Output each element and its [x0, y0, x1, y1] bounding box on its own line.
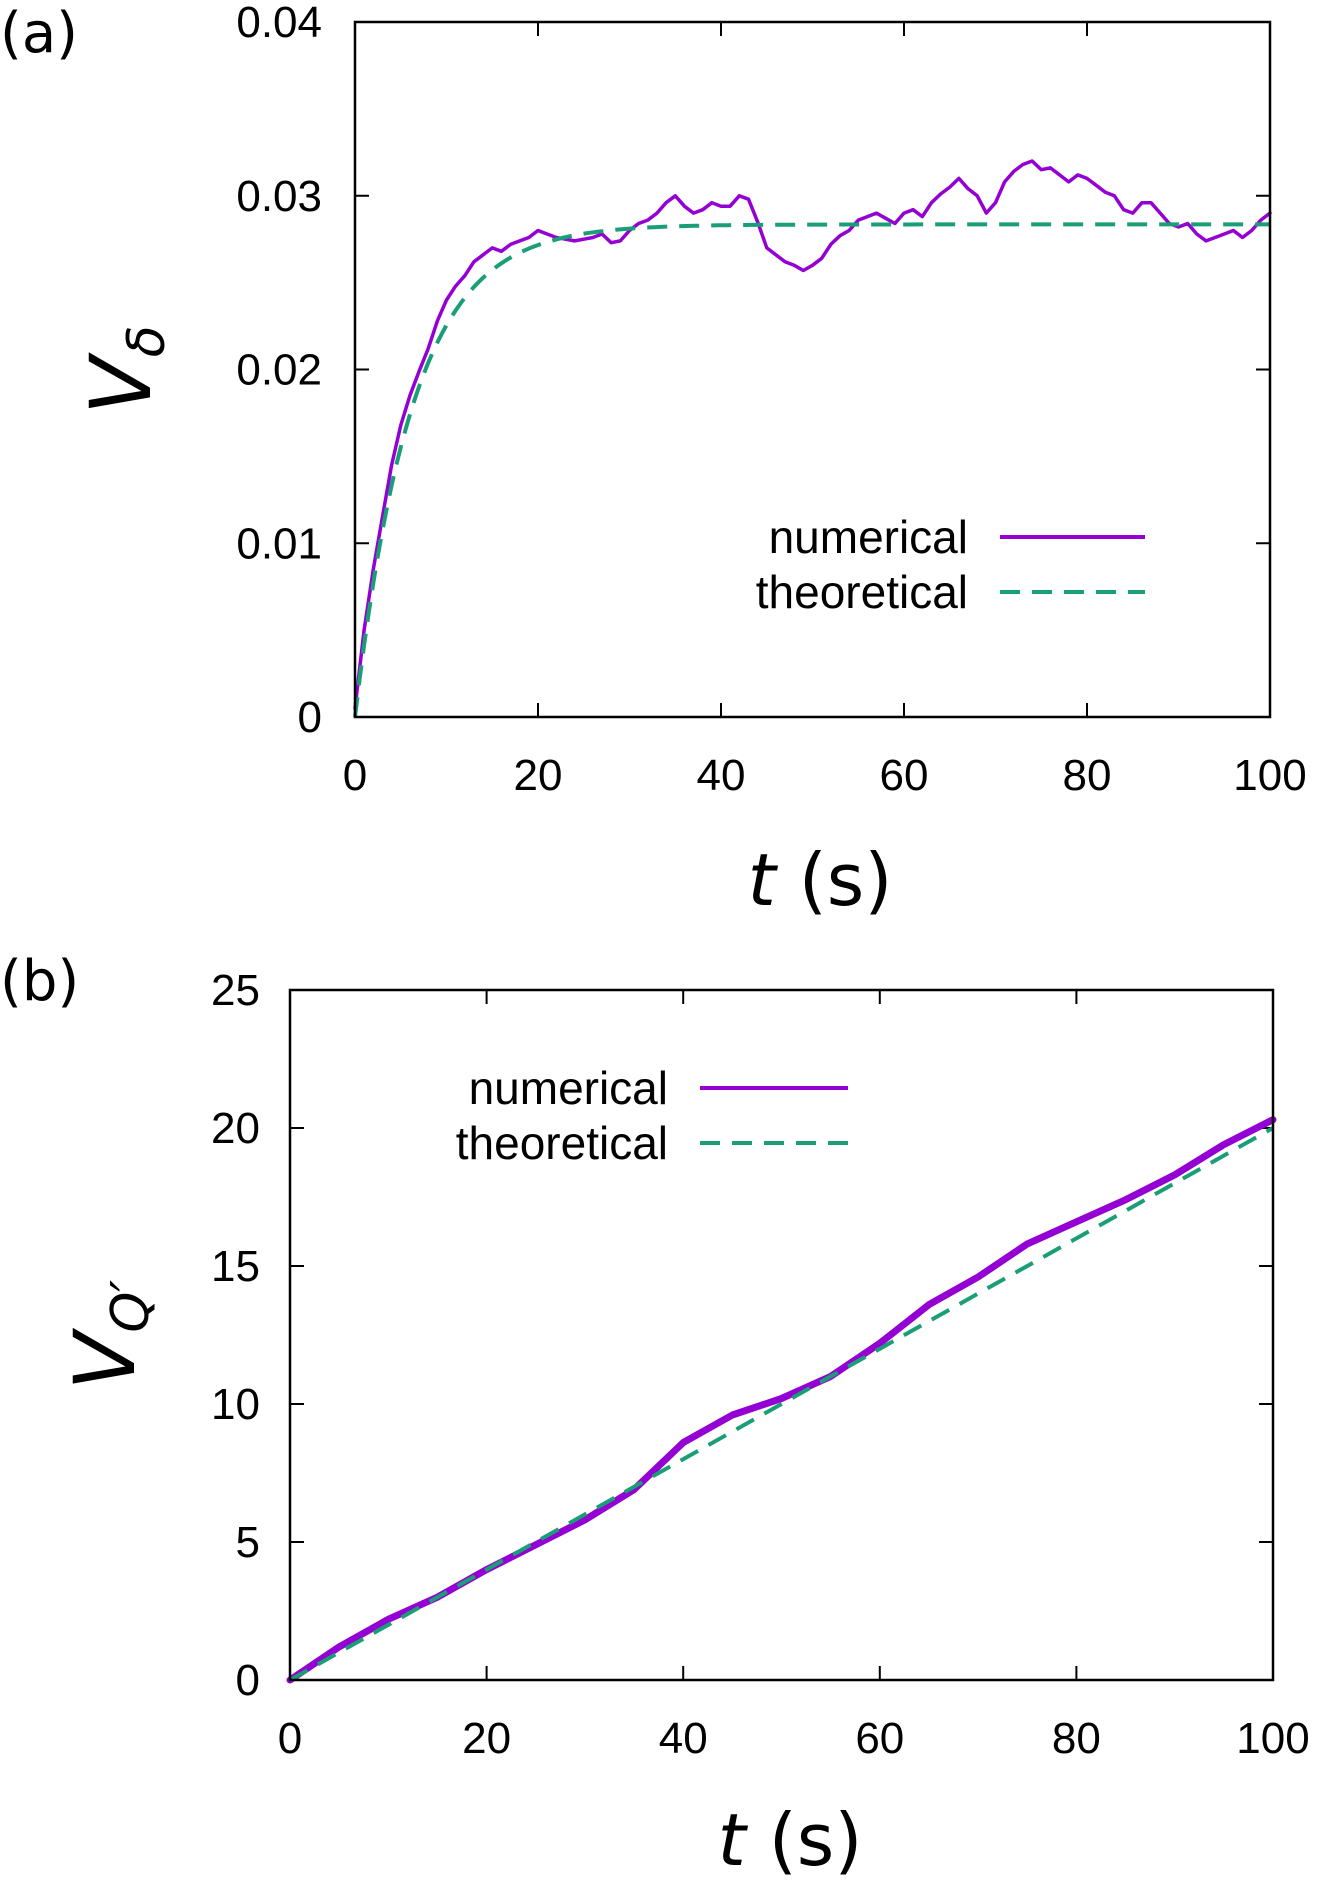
x-axis-variable: t	[718, 1798, 749, 1882]
series-line-theoretical	[289, 1126, 1274, 1682]
panel-a-frame	[353, 20, 1272, 719]
panel-a-y-ticks: 0 0.01 0.02 0.03 0.04	[236, 0, 322, 742]
panel-b-legend: numerical theoretical	[456, 1062, 848, 1169]
legend-label-theoretical: theoretical	[456, 1117, 668, 1169]
panel-b-plot	[286, 989, 1277, 1684]
panel-b: (b) 0 20 40 60 80 100 0 5 10 15 20 25 t …	[0, 949, 1310, 1882]
series-line-numerical	[286, 1116, 1277, 1684]
y-tick-label: 25	[211, 966, 260, 1015]
y-tick-label: 20	[211, 1104, 260, 1153]
panel-a-x-axis-label: t (s)	[748, 838, 893, 922]
legend-label-numerical: numerical	[769, 511, 968, 563]
panel-a-legend: numerical theoretical	[756, 511, 1145, 618]
y-axis-symbol: V	[72, 352, 170, 415]
x-axis-variable: t	[748, 838, 779, 922]
x-tick-label: 0	[343, 751, 367, 800]
y-tick-label: 10	[211, 1380, 260, 1429]
x-axis-unit: (s)	[776, 838, 893, 922]
y-tick-label: 0	[298, 693, 322, 742]
x-tick-label: 0	[278, 1714, 302, 1763]
y-tick-label: 0.04	[236, 0, 322, 47]
y-tick-label: 15	[211, 1242, 260, 1291]
x-tick-label: 80	[1052, 1714, 1101, 1763]
y-axis-subscript: δ	[117, 325, 177, 357]
legend-label-numerical: numerical	[469, 1062, 668, 1114]
y-tick-label: 0.02	[236, 346, 322, 395]
panel-b-x-ticks: 0 20 40 60 80 100	[278, 1714, 1310, 1763]
legend-label-theoretical: theoretical	[756, 566, 968, 618]
panel-a-label: (a)	[0, 1, 78, 66]
x-tick-label: 60	[855, 1714, 904, 1763]
panel-b-frame	[288, 988, 1275, 1682]
x-tick-label: 100	[1233, 751, 1306, 800]
panel-a-x-ticks: 0 20 40 60 80 100	[343, 751, 1307, 800]
y-axis-subscript: Q′	[101, 1280, 161, 1333]
x-tick-label: 40	[697, 751, 746, 800]
x-tick-label: 60	[880, 751, 929, 800]
panel-b-y-ticks: 0 5 10 15 20 25	[211, 966, 260, 1705]
series-line-theoretical	[353, 222, 1270, 718]
x-tick-label: 20	[514, 751, 563, 800]
x-tick-label: 40	[659, 1714, 708, 1763]
y-tick-label: 0	[236, 1656, 260, 1705]
panel-a: (a) 0 20 40 60 80 100 0 0.01 0.02 0.03 0…	[0, 0, 1307, 922]
series-line-numerical	[353, 159, 1272, 711]
y-axis-symbol: V	[56, 1327, 154, 1390]
panel-b-y-axis-label: VQ′	[56, 1280, 161, 1390]
panel-b-x-axis-label: t (s)	[718, 1798, 863, 1882]
x-tick-label: 100	[1236, 1714, 1309, 1763]
panel-a-y-axis-label: Vδ	[72, 325, 177, 414]
y-tick-label: 5	[236, 1518, 260, 1567]
x-axis-unit: (s)	[746, 1798, 863, 1882]
x-tick-label: 20	[462, 1714, 511, 1763]
x-tick-label: 80	[1063, 751, 1112, 800]
y-tick-label: 0.01	[236, 519, 322, 568]
y-tick-label: 0.03	[236, 172, 322, 221]
panel-b-label: (b)	[0, 949, 79, 1014]
